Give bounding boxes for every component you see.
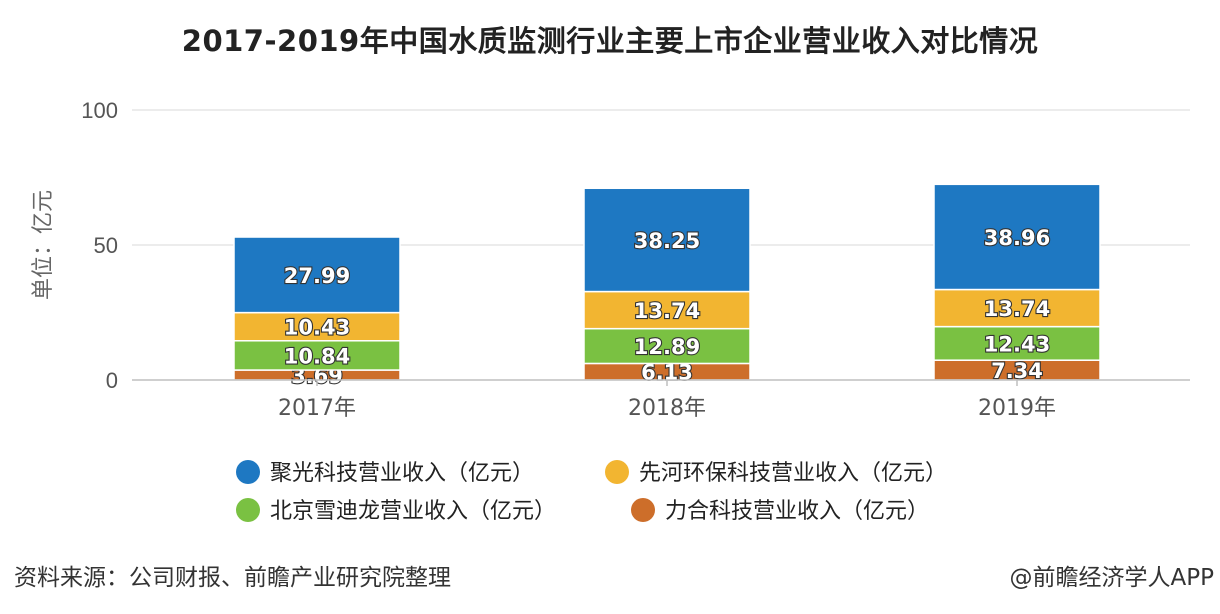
legend-label: 力合科技营业收入（亿元） [665, 499, 929, 524]
legend-label: 先河环保科技营业收入（亿元） [639, 461, 947, 486]
data-label: 38.96 [984, 226, 1050, 250]
legend-marker [631, 498, 655, 522]
source-note: 资料来源：公司财报、前瞻产业研究院整理 [14, 565, 451, 591]
data-label: 10.84 [284, 344, 350, 368]
legend-marker [605, 460, 629, 484]
legend: 聚光科技营业收入（亿元） 先河环保科技营业收入（亿元） 北京雪迪龙营业收入（亿元） 力… [236, 460, 947, 524]
legend-marker [236, 498, 260, 522]
y-tick-label: 0 [106, 368, 118, 393]
data-label: 13.74 [634, 299, 700, 323]
data-label: 12.89 [634, 335, 700, 359]
data-label: 10.43 [284, 316, 350, 340]
bar-segment [933, 183, 1101, 291]
credit-note: @前瞻经济学人APP [1009, 565, 1214, 591]
chart-title: 2017-2019年中国水质监测行业主要上市企业营业收入对比情况 [181, 24, 1039, 58]
x-tick-label: 2017年 [278, 396, 356, 421]
bar-segment [233, 311, 401, 342]
data-label: 27.99 [284, 264, 350, 288]
bars: 3.6910.8410.4327.996.1312.8913.7438.257.… [233, 183, 1101, 389]
y-tick-label: 100 [81, 98, 118, 123]
bar-segment [583, 187, 751, 293]
x-tick-label: 2019年 [978, 396, 1056, 421]
bar-segment [583, 327, 751, 365]
data-label: 38.25 [634, 229, 700, 253]
legend-label: 聚光科技营业收入（亿元） [270, 461, 534, 486]
legend-label: 北京雪迪龙营业收入（亿元） [270, 499, 556, 524]
legend-marker [236, 460, 260, 484]
y-axis: 0 50 100 单位：亿元 [31, 98, 118, 393]
x-axis: 2017年 2018年 2019年 [132, 379, 1190, 421]
bar-segment [583, 290, 751, 330]
data-label: 13.74 [984, 297, 1050, 321]
bar-segment [933, 325, 1101, 361]
y-axis-label: 单位：亿元 [31, 190, 56, 300]
bar-segment [233, 236, 401, 314]
y-tick-label: 50 [94, 233, 118, 258]
x-tick-label: 2018年 [628, 396, 706, 421]
data-label: 12.43 [984, 332, 1050, 356]
